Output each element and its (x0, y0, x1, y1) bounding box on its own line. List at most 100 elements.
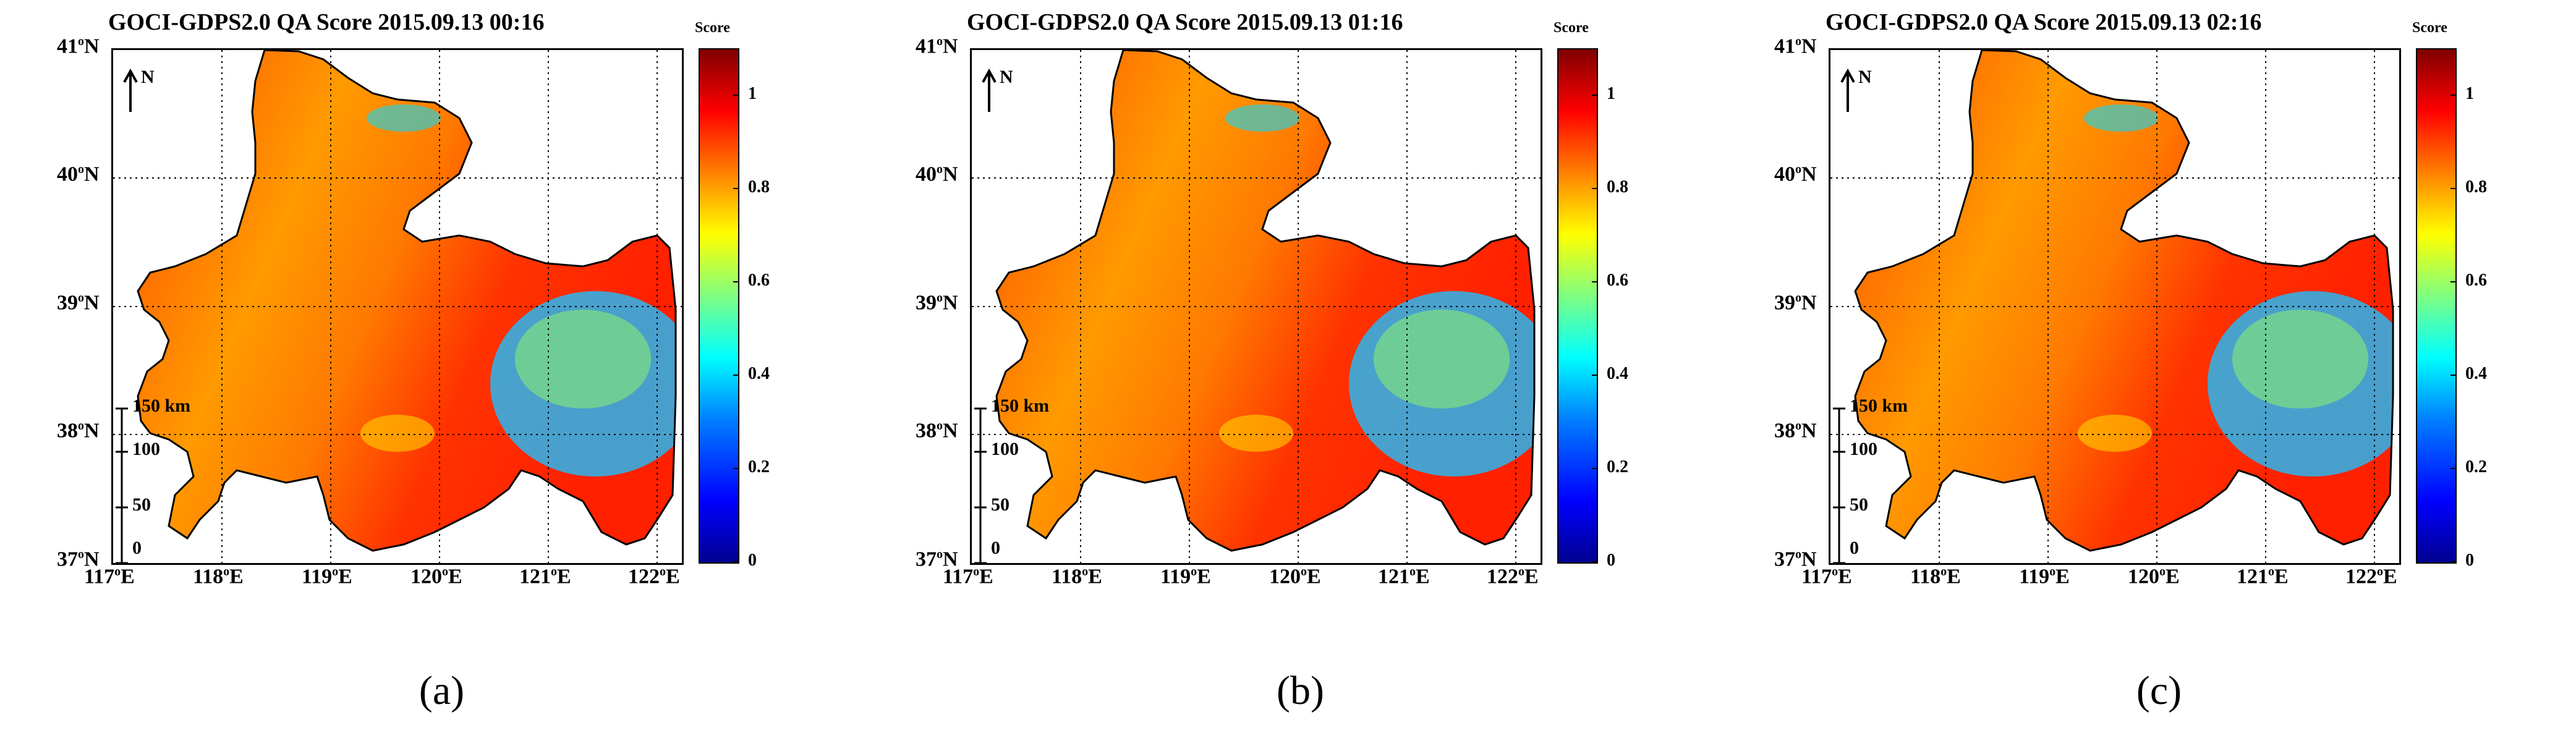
panel-label: (b) (1277, 668, 1324, 713)
degree-symbol: o (1795, 35, 1801, 48)
hemisphere: E (448, 565, 462, 588)
degree-symbol: o (2159, 565, 2166, 578)
hemisphere: E (1947, 565, 1961, 588)
scale-tick-label: 0 (132, 538, 142, 558)
colorbar-tick-mark (733, 95, 739, 96)
colorbar-tick-label: 0 (2465, 551, 2474, 570)
colorbar (1557, 48, 1598, 564)
degree-symbol: o (78, 35, 84, 48)
colorbar-tick-mark (1592, 468, 1598, 470)
degree-symbol: o (1795, 419, 1801, 433)
qa-score-map (113, 50, 682, 563)
hemisphere: N (1801, 419, 1817, 443)
latitude-degree: 37 (57, 548, 78, 571)
map-panel: GOCI-GDPS2.0 QA Score 2015.09.13 01:16 N 1… (859, 0, 1717, 733)
degree-symbol: o (937, 35, 943, 48)
longitude-label: 122oE (2345, 565, 2397, 588)
map-panel: GOCI-GDPS2.0 QA Score 2015.09.13 02:16 N 1… (1717, 0, 2576, 733)
latitude-degree: 41 (57, 35, 78, 58)
colorbar-tick-label: 1 (1607, 84, 1615, 104)
hemisphere: E (2383, 565, 2397, 588)
colorbar-tick-label: 0.6 (748, 271, 770, 290)
longitude-label: 119oE (1160, 565, 1211, 588)
latitude-degree: 38 (1774, 419, 1795, 443)
longitude-label: 118oE (193, 565, 244, 588)
map-area (970, 48, 1542, 565)
longitude-label: 122oE (1487, 565, 1539, 588)
hemisphere: N (943, 548, 958, 571)
longitude-degree: 118 (1910, 565, 1941, 588)
longitude-degree: 121 (1378, 565, 1409, 588)
panel-label: (c) (2136, 668, 2182, 713)
degree-symbol: o (2377, 565, 2383, 578)
colorbar-tick-mark (733, 281, 739, 283)
colorbar-tick-label: 0.8 (748, 177, 770, 197)
longitude-label: 117oE (1801, 565, 1852, 588)
hemisphere: E (1838, 565, 1852, 588)
longitude-degree: 117 (84, 565, 115, 588)
degree-symbol: o (937, 419, 943, 433)
latitude-degree: 39 (916, 291, 937, 315)
coastline (137, 50, 677, 552)
degree-symbol: o (937, 163, 943, 176)
colorbar-tick-label: 0.8 (2465, 177, 2487, 197)
colorbar-tick-mark (1592, 188, 1598, 190)
longitude-degree: 120 (2128, 565, 2159, 588)
longitude-label: 119oE (2019, 565, 2070, 588)
low-score-region (2084, 104, 2158, 132)
degree-symbol: o (1301, 565, 1307, 578)
colorbar-tick-label: 0.8 (1607, 177, 1628, 197)
qa-score-map (972, 50, 1541, 563)
hemisphere: E (557, 565, 571, 588)
scale-tick-label: 50 (1850, 494, 1868, 515)
scale-tick-label: 50 (991, 494, 1010, 515)
colorbar-title: Score (695, 20, 730, 36)
hemisphere: E (121, 565, 135, 588)
degree-symbol: o (1409, 565, 1416, 578)
scale-unit-label: 150 km (991, 396, 1050, 416)
latitude-label: 40oN (1774, 163, 1817, 186)
latitude-degree: 39 (1774, 291, 1795, 315)
colorbar-tick-mark (1592, 95, 1598, 96)
degree-symbol: o (551, 565, 557, 578)
panel-label: (a) (419, 668, 465, 713)
latitude-label: 38oN (1774, 419, 1817, 443)
latitude-degree: 40 (916, 163, 937, 186)
longitude-label: 121oE (519, 565, 571, 588)
hemisphere: E (1416, 565, 1430, 588)
longitude-label: 121oE (2237, 565, 2289, 588)
hemisphere: N (84, 35, 100, 58)
hemisphere: E (2166, 565, 2180, 588)
degree-symbol: o (1795, 163, 1801, 176)
longitude-degree: 119 (302, 565, 333, 588)
degree-symbol: o (1518, 565, 1524, 578)
latitude-label: 37oN (916, 548, 958, 571)
latitude-degree: 41 (916, 35, 937, 58)
mid-score-region (360, 415, 435, 452)
scale-tick-label: 100 (1850, 439, 1877, 459)
longitude-degree: 119 (2019, 565, 2050, 588)
colorbar-tick-mark (733, 561, 739, 562)
latitude-degree: 38 (916, 419, 937, 443)
colorbar-tick-mark (2451, 561, 2457, 562)
hemisphere: N (1801, 163, 1817, 186)
degree-symbol: o (660, 565, 666, 578)
hemisphere: E (1088, 565, 1102, 588)
degree-symbol: o (78, 548, 84, 561)
colorbar-tick-label: 0.2 (1607, 457, 1628, 477)
colorbar-tick-label: 1 (748, 84, 757, 104)
colorbar-tick-mark (733, 188, 739, 190)
panel-title: GOCI-GDPS2.0 QA Score 2015.09.13 00:16 (108, 9, 545, 35)
north-arrow-icon (123, 68, 138, 83)
qa-score-map (1830, 50, 2399, 563)
degree-symbol: o (223, 565, 230, 578)
north-label: N (1000, 67, 1013, 87)
scale-tick-label: 0 (991, 538, 1000, 558)
degree-symbol: o (332, 565, 339, 578)
longitude-degree: 122 (1487, 565, 1518, 588)
degree-symbol: o (1191, 565, 1197, 578)
longitude-label: 120oE (1269, 565, 1321, 588)
hemisphere: N (943, 291, 958, 315)
colorbar-tick-label: 0.6 (2465, 271, 2487, 290)
colorbar-tick-label: 1 (2465, 84, 2474, 104)
